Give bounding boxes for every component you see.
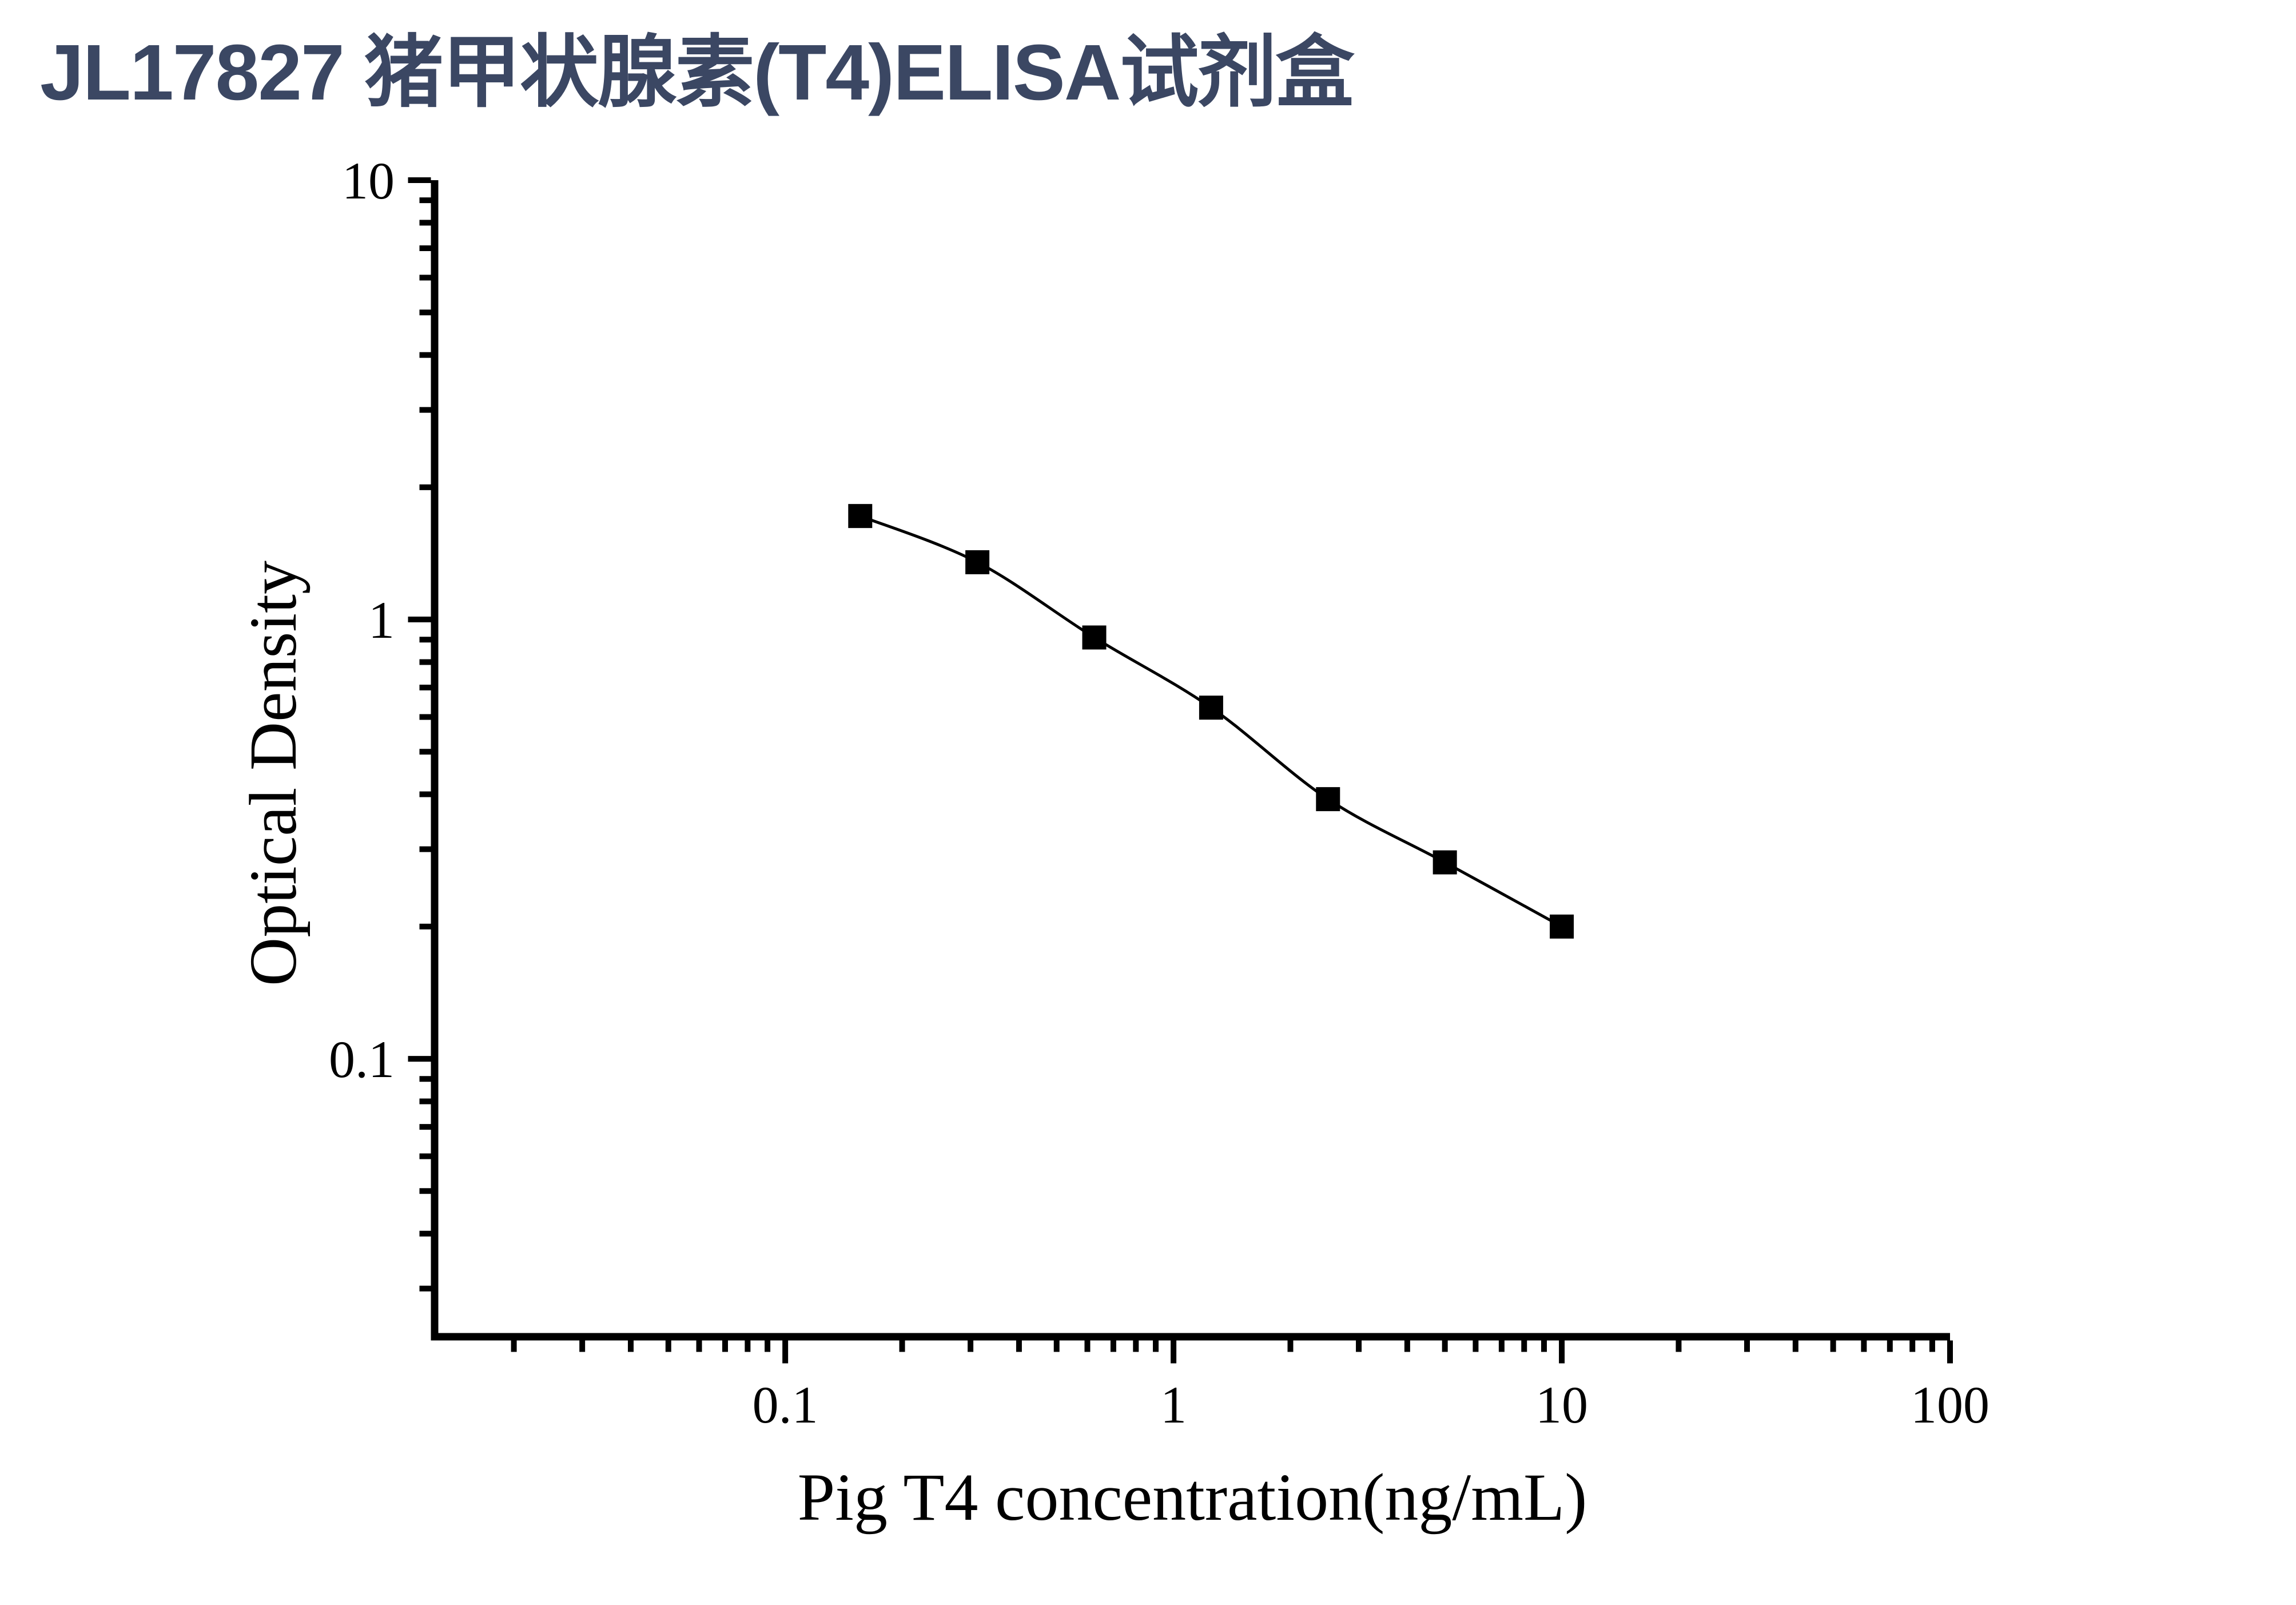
data-point-marker (965, 550, 990, 574)
data-point-marker (1550, 914, 1574, 939)
y-axis-title: Optical Density (236, 561, 311, 986)
chart-title: JL17827 猪甲状腺素(T4)ELISA试剂盒 (40, 29, 1354, 117)
x-axis-title: Pig T4 concentration(ng/mL) (797, 1460, 1587, 1535)
data-point-marker (1432, 850, 1457, 875)
x-tick-label: 100 (1911, 1376, 1989, 1434)
y-tick-label: 10 (342, 152, 395, 210)
data-point-marker (848, 504, 873, 529)
y-tick-label: 0.1 (329, 1030, 395, 1088)
x-tick-label: 10 (1535, 1376, 1588, 1434)
data-point-marker (1316, 787, 1340, 812)
axis-lines (431, 180, 1950, 1341)
data-point-marker (1082, 625, 1107, 650)
x-tick-label: 0.1 (753, 1376, 818, 1434)
y-tick-label: 1 (368, 591, 395, 649)
data-point-marker (1199, 696, 1223, 720)
x-tick-label: 1 (1160, 1376, 1187, 1434)
